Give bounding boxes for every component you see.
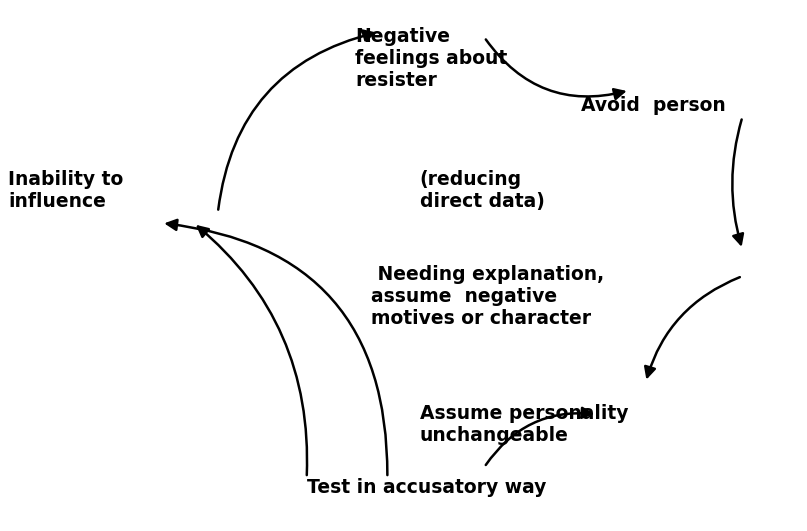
Text: Assume personality
unchangeable: Assume personality unchangeable [420,404,628,444]
Text: (reducing
direct data): (reducing direct data) [420,170,545,211]
Text: Negative
feelings about
resister: Negative feelings about resister [355,27,508,90]
Text: Avoid  person: Avoid person [581,96,725,115]
Text: Test in accusatory way: Test in accusatory way [307,478,546,497]
Text: Needing explanation,
assume  negative
motives or character: Needing explanation, assume negative mot… [371,266,604,329]
Text: Inability to
influence: Inability to influence [8,170,123,211]
